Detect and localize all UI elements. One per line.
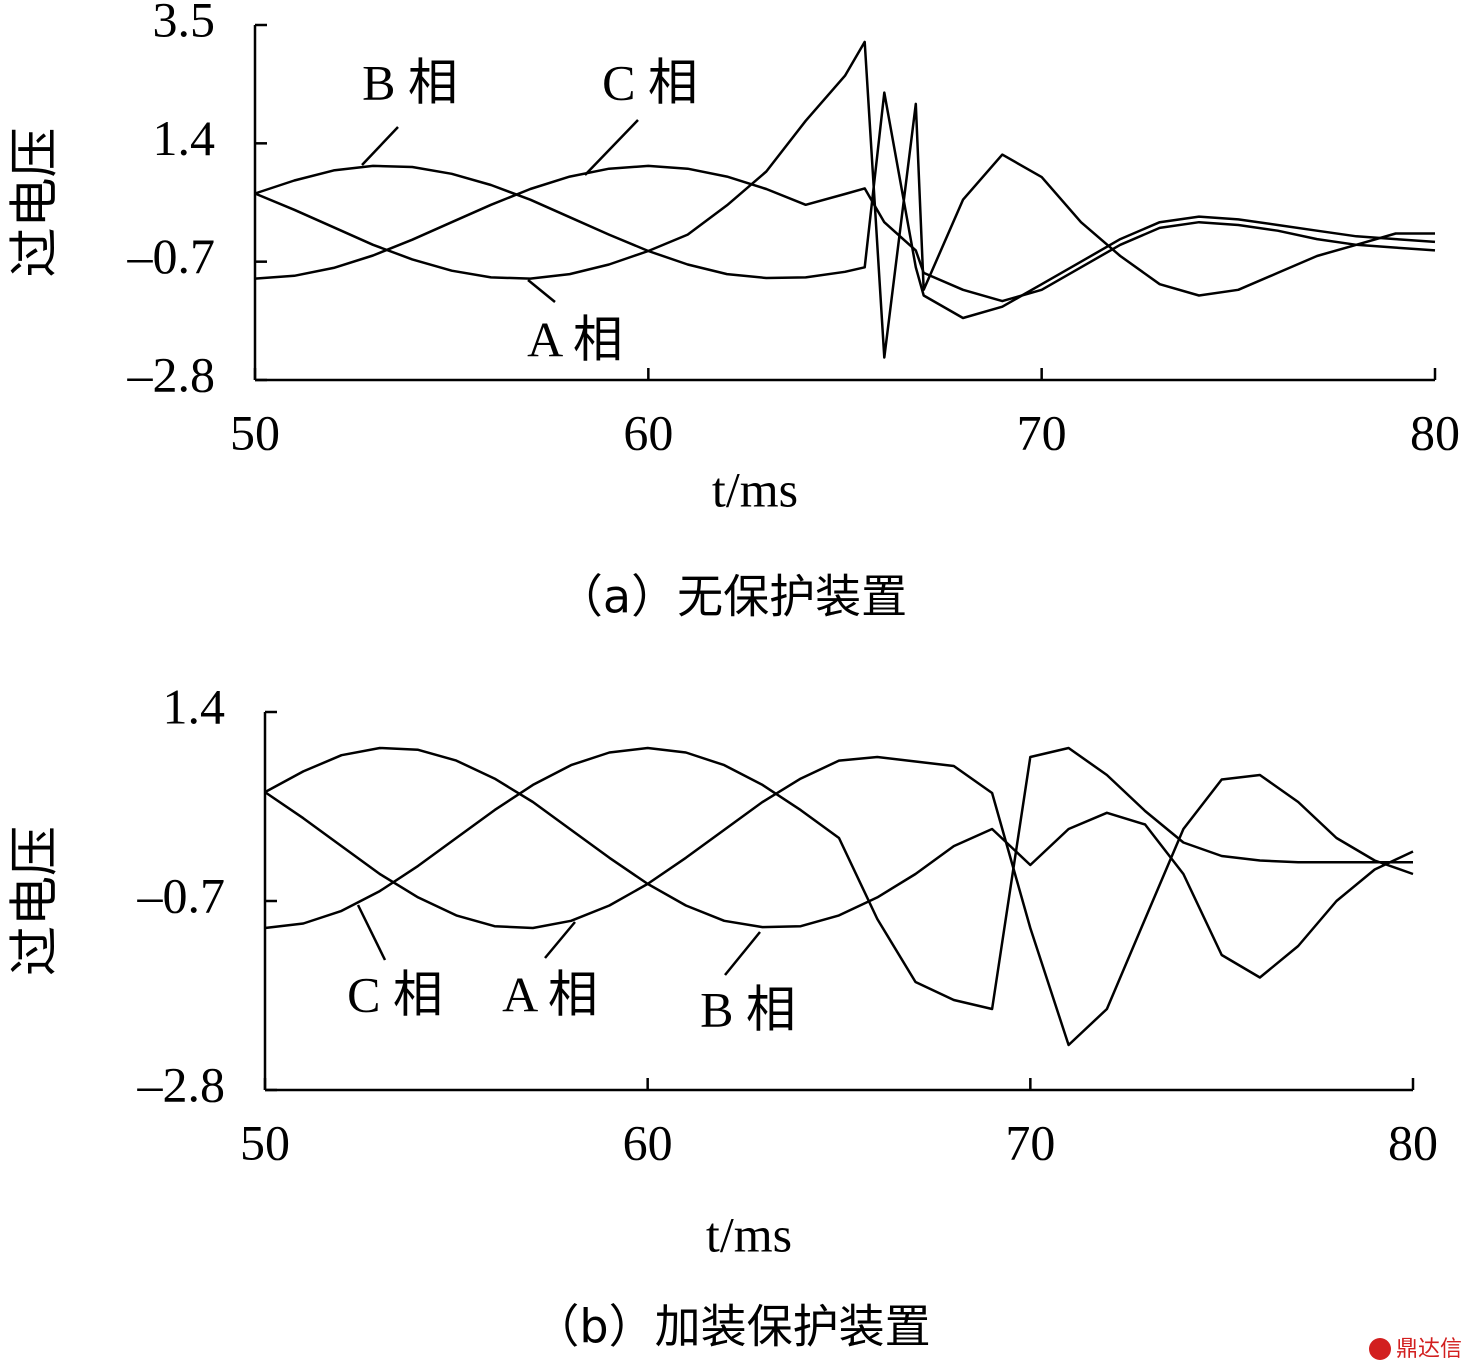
y-axis-label: 过电压 bbox=[6, 826, 62, 976]
y-tick-label: –2.8 bbox=[137, 1056, 226, 1112]
label-leader bbox=[584, 119, 639, 176]
x-tick-label: 70 bbox=[1005, 1114, 1055, 1170]
watermark-logo bbox=[1369, 1338, 1391, 1360]
series-line bbox=[264, 746, 1414, 979]
y-tick-label: 1.4 bbox=[153, 110, 216, 166]
x-axis-label: t/ms bbox=[706, 1206, 792, 1262]
x-tick-label: 80 bbox=[1410, 404, 1460, 460]
watermark: 鼎达信 bbox=[1396, 1337, 1462, 1362]
series-label: C 相 bbox=[347, 966, 443, 1022]
y-tick-label: –2.8 bbox=[127, 346, 216, 402]
series-label: A 相 bbox=[527, 311, 623, 367]
y-tick-label: –0.7 bbox=[137, 867, 226, 923]
label-leader bbox=[361, 126, 399, 166]
label-leader bbox=[356, 904, 387, 961]
caption: （b）加装保护装置 bbox=[533, 1300, 930, 1354]
x-tick-label: 50 bbox=[230, 404, 280, 460]
series-label: C 相 bbox=[602, 54, 698, 110]
x-tick-label: 80 bbox=[1388, 1114, 1438, 1170]
y-tick-label: –0.7 bbox=[127, 228, 216, 284]
y-tick-label: 3.5 bbox=[153, 0, 216, 47]
series-label: B 相 bbox=[700, 981, 796, 1037]
x-tick-label: 50 bbox=[240, 1114, 290, 1170]
caption: （a）无保护装置 bbox=[557, 570, 907, 624]
series-line bbox=[254, 164, 1436, 303]
series-line bbox=[264, 746, 1413, 1011]
y-tick-label: 1.4 bbox=[163, 678, 226, 734]
label-leader bbox=[527, 279, 556, 303]
label-leader bbox=[724, 931, 761, 976]
label-leader bbox=[544, 921, 576, 959]
series-line bbox=[264, 755, 1414, 1047]
y-axis-label: 过电压 bbox=[6, 128, 62, 278]
x-tick-label: 60 bbox=[623, 404, 673, 460]
x-tick-label: 60 bbox=[623, 1114, 673, 1170]
x-axis-label: t/ms bbox=[712, 461, 798, 517]
series-label: A 相 bbox=[502, 966, 598, 1022]
series-label: B 相 bbox=[362, 54, 458, 110]
series-line bbox=[254, 40, 1435, 359]
x-tick-label: 70 bbox=[1017, 404, 1067, 460]
series-line bbox=[254, 91, 1436, 320]
